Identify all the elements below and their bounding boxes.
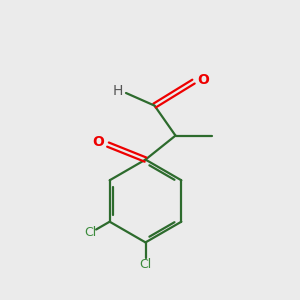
Text: Cl: Cl bbox=[84, 226, 97, 239]
Text: H: H bbox=[112, 84, 123, 98]
Text: O: O bbox=[92, 135, 104, 149]
Text: Cl: Cl bbox=[140, 258, 152, 271]
Text: O: O bbox=[197, 73, 209, 87]
